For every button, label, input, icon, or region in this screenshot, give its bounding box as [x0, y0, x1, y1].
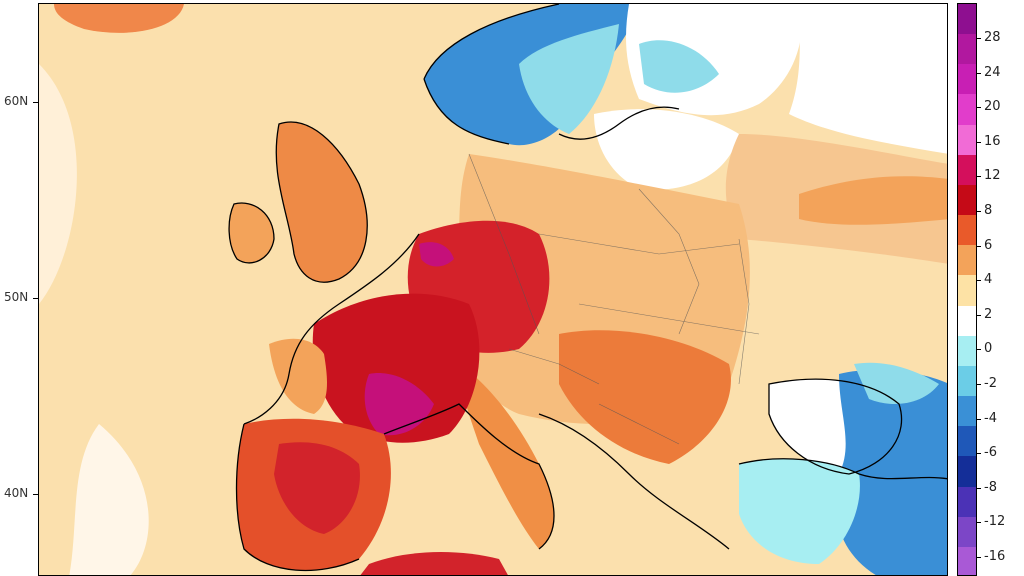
country-borders [468, 153, 760, 445]
color-scale-segment [958, 305, 976, 337]
color-scale-tick [977, 418, 981, 420]
color-scale-segment [958, 335, 976, 367]
latitude-tick [33, 494, 38, 495]
atlantic-pale-band [39, 64, 77, 304]
color-scale-tick [977, 522, 981, 524]
color-scale-label: 28 [984, 30, 1001, 45]
color-scale-segment [958, 275, 976, 307]
color-scale-tick [977, 453, 981, 455]
france-extreme [364, 373, 434, 436]
color-scale-label: 4 [984, 272, 993, 288]
color-scale-tick [977, 141, 981, 143]
color-scale-tick [977, 245, 981, 247]
color-scale-label: 6 [984, 237, 993, 253]
color-scale-segment [958, 396, 976, 427]
belgium-extreme [419, 242, 454, 267]
color-scale-segment [958, 426, 976, 457]
color-scale-segment [958, 184, 976, 216]
atlantic-white-band [69, 424, 149, 575]
latitude-tick [33, 298, 38, 299]
anatolia-cool [739, 458, 860, 564]
color-scale-label: -4 [984, 410, 997, 426]
color-scale-tick [977, 38, 981, 39]
color-scale-segment [958, 94, 976, 126]
iberia-core [274, 442, 360, 534]
color-scale-label: 2 [984, 306, 993, 322]
latitude-label-40n: 40N [4, 486, 29, 500]
north-africa-hot [360, 552, 508, 575]
latitude-label-50n: 50N [4, 290, 29, 304]
sweden-cool [519, 24, 619, 134]
ireland-warm [229, 203, 274, 263]
caucasus-cool [854, 362, 939, 404]
color-scale-tick [977, 349, 981, 351]
italy-warm [459, 364, 554, 549]
color-scale-tick [977, 384, 981, 385]
color-scale-segment [958, 124, 976, 156]
color-scale-label: -6 [984, 445, 997, 461]
france-hot [312, 293, 480, 443]
color-scale-tick [977, 211, 981, 212]
color-scale-label: 24 [984, 64, 1001, 80]
color-scale-label: 0 [984, 341, 993, 357]
color-scale-tick [977, 72, 981, 74]
color-scale-tick [977, 107, 981, 109]
color-scale-label: 12 [984, 168, 1001, 184]
northeast-neutral [789, 4, 947, 154]
color-scale-segment [958, 365, 976, 397]
balkans-hot [559, 330, 731, 464]
color-scale-segment [958, 4, 976, 35]
color-scale-label: 8 [984, 203, 993, 218]
color-scale-segment [958, 154, 976, 186]
latitude-label-60n: 60N [4, 94, 29, 108]
map-canvas [39, 4, 947, 575]
color-scale-segment [958, 64, 976, 95]
coastlines [228, 4, 947, 572]
anomaly-map [38, 3, 948, 576]
color-scale-label: -2 [984, 376, 997, 391]
finland-cool [639, 40, 719, 93]
color-scale-label: -8 [984, 479, 997, 495]
west-france-coast [269, 338, 327, 414]
color-scale-segment [958, 546, 976, 575]
color-scale-segment [958, 516, 976, 548]
color-scale-label: 16 [984, 133, 1001, 149]
east-hot-streak [799, 176, 947, 225]
iceland-anomaly [54, 4, 184, 33]
color-scale-segment [958, 34, 976, 65]
color-scale-tick [977, 557, 981, 558]
color-scale-segment [958, 486, 976, 518]
color-scale-label: 20 [984, 99, 1001, 115]
color-scale-tick [977, 314, 981, 316]
color-scale-segment [958, 245, 976, 276]
color-scale-bar [957, 3, 977, 576]
color-scale-tick [977, 176, 981, 178]
color-scale-segment [958, 456, 976, 488]
color-scale-segment [958, 215, 976, 246]
britain-warm [276, 122, 368, 283]
color-scale-tick [977, 280, 981, 282]
baltic-neutral [594, 109, 739, 190]
latitude-tick [33, 102, 38, 103]
color-scale-label: -16 [984, 549, 1006, 564]
color-scale-tick [977, 487, 981, 489]
color-scale-label: -12 [984, 514, 1006, 530]
turkey-cold [835, 369, 947, 575]
